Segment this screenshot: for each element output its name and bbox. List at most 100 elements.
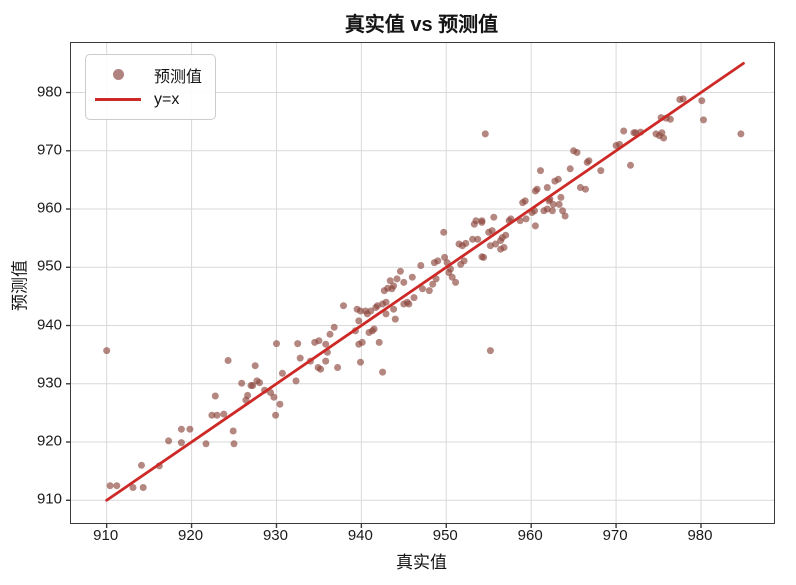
scatter-point — [340, 302, 347, 310]
scatter-point — [400, 278, 408, 286]
scatter-point — [537, 167, 544, 175]
scatter-point — [548, 207, 556, 215]
scatter-point — [737, 130, 745, 138]
scatter-point — [543, 184, 551, 191]
scatter-point — [700, 116, 707, 124]
legend-scatter-label: 预测值 — [154, 68, 203, 86]
scatter-point — [566, 165, 574, 173]
scatter-point — [129, 484, 137, 491]
scatter-point — [492, 240, 499, 248]
scatter-point — [322, 357, 330, 365]
y-tick-label: 970 — [36, 141, 62, 159]
scatter-point — [220, 410, 228, 418]
scatter-point — [229, 427, 237, 435]
scatter-point — [440, 228, 448, 236]
scatter-point — [244, 391, 252, 399]
legend-entry-scatter: 预测值 — [94, 62, 205, 87]
scatter-point — [272, 411, 280, 419]
scatter-point — [208, 411, 216, 419]
x-tick-label: 940 — [347, 527, 373, 544]
scatter-point — [474, 235, 482, 243]
scatter-point — [278, 369, 286, 377]
scatter-point — [334, 364, 342, 371]
scatter-point — [390, 305, 398, 313]
scatter-point — [382, 298, 390, 306]
scatter-point — [113, 482, 121, 490]
scatter-point — [358, 338, 366, 346]
scatter-point — [106, 482, 114, 490]
scatter-point — [211, 392, 219, 400]
scatter-point — [224, 357, 232, 364]
scatter-point — [658, 129, 666, 137]
scatter-point — [698, 97, 706, 105]
scatter-point — [573, 149, 581, 156]
scatter-point — [367, 307, 375, 315]
scatter-point — [315, 337, 323, 345]
scatter-point — [294, 340, 302, 348]
scatter-point — [500, 244, 508, 251]
scatter-point — [375, 338, 383, 346]
scatter-point — [488, 227, 496, 235]
scatter-point — [478, 253, 486, 261]
scatter-point — [585, 157, 593, 165]
scatter-point — [213, 411, 221, 419]
scatter-point — [434, 257, 442, 265]
scatter-point — [666, 115, 674, 123]
y-tick-label: 960 — [36, 199, 62, 217]
scatter-point — [533, 185, 541, 193]
y-tick-label: 980 — [36, 83, 62, 100]
scatter-point — [165, 437, 173, 445]
scatter-point — [276, 400, 284, 408]
scatter-point — [230, 440, 238, 448]
scatter-point — [330, 323, 338, 331]
scatter-point — [486, 347, 494, 355]
scatter-point — [448, 273, 456, 281]
scatter-point — [522, 215, 530, 223]
scatter-point — [139, 484, 147, 491]
x-tick-label: 950 — [432, 527, 458, 544]
scatter-point — [470, 220, 478, 228]
scatter-point — [429, 280, 437, 288]
scatter-point — [326, 330, 334, 338]
scatter-point — [417, 262, 425, 269]
scatter-point — [554, 175, 562, 183]
scatter-point — [103, 347, 111, 355]
scatter-point — [393, 275, 401, 283]
scatter-point — [582, 185, 589, 193]
x-tick-label: 930 — [262, 527, 288, 544]
y-tick-label: 920 — [36, 432, 62, 450]
scatter-point — [460, 257, 468, 265]
scatter-point — [425, 287, 433, 295]
scatter-point — [138, 461, 145, 469]
scatter-point — [251, 362, 259, 370]
scatter-point — [357, 358, 364, 366]
scatter-point — [679, 95, 687, 103]
scatter-point — [531, 222, 539, 230]
scatter-point — [382, 310, 390, 318]
legend-line-label: y=x — [154, 90, 180, 108]
scatter-point — [490, 213, 498, 221]
scatter-point — [481, 130, 489, 138]
scatter-point — [238, 379, 246, 387]
scatter-point — [561, 212, 569, 220]
scatter-point — [660, 134, 668, 142]
identity-line — [105, 61, 745, 502]
scatter-point — [296, 354, 304, 362]
scatter-point — [419, 285, 426, 293]
scatter-point — [391, 315, 399, 323]
scatter-point — [357, 307, 364, 315]
scatter-point — [386, 277, 394, 285]
scatter-point — [177, 425, 185, 433]
scatter-point — [317, 365, 325, 373]
plot-area: 预测值 y=x — [66, 42, 775, 528]
scatter-point — [355, 317, 363, 325]
scatter-point — [597, 167, 605, 175]
y-tick-label: 930 — [36, 374, 62, 392]
scatter-point — [557, 193, 565, 201]
scatter-point — [273, 340, 280, 348]
scatter-point — [478, 217, 486, 225]
legend: 预测值 y=x — [85, 54, 216, 120]
scatter-point — [390, 282, 398, 290]
scatter-point — [270, 393, 278, 401]
